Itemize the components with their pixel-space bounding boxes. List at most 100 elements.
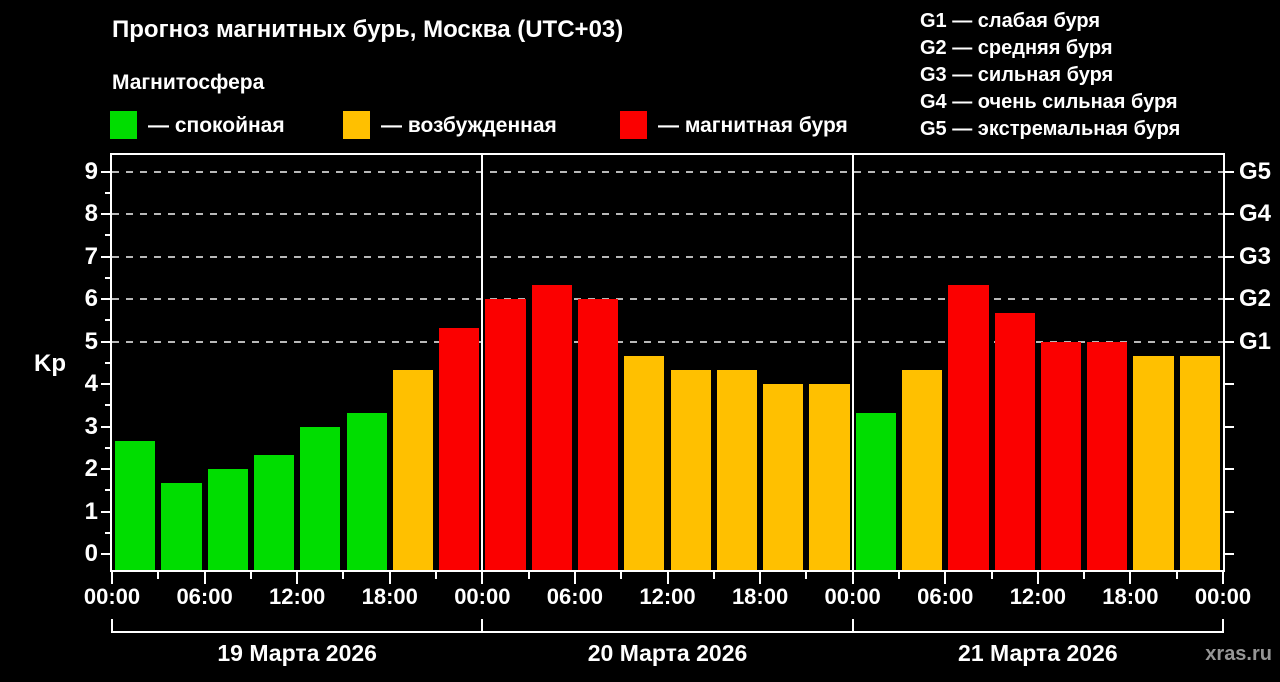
grid-line bbox=[112, 255, 1223, 258]
y-tick-label: 2 bbox=[84, 455, 98, 482]
g-legend-item: G4 — очень сильная буря bbox=[920, 91, 1178, 113]
day-bracket-tick bbox=[1222, 619, 1224, 633]
grid-line bbox=[112, 213, 1223, 215]
x-tick-label: 00:00 bbox=[83, 584, 141, 609]
y-axis-tick bbox=[101, 298, 110, 300]
kp-bar bbox=[716, 370, 758, 570]
y-axis-tick bbox=[101, 468, 110, 470]
x-tick-label: 00:00 bbox=[824, 584, 881, 609]
y-axis-right-tick bbox=[1225, 298, 1234, 300]
x-axis-tick bbox=[573, 572, 576, 584]
y-axis-minor-tick bbox=[105, 531, 110, 534]
kp-bar bbox=[1179, 355, 1220, 570]
x-axis-tick bbox=[759, 572, 762, 584]
y-axis-right-tick bbox=[1225, 425, 1234, 428]
x-axis-minor-tick bbox=[805, 572, 808, 579]
x-axis-minor-tick bbox=[1083, 572, 1086, 579]
y-axis-tick bbox=[101, 170, 110, 173]
y-axis-right-tick bbox=[1225, 170, 1234, 173]
g-axis-label: G4 bbox=[1239, 200, 1272, 227]
y-tick-label: 3 bbox=[84, 412, 98, 440]
kp-bar bbox=[161, 483, 202, 570]
x-axis-tick bbox=[481, 572, 484, 584]
y-axis-minor-tick bbox=[105, 234, 110, 237]
g-legend-item: G1 — слабая буря bbox=[920, 10, 1101, 32]
x-axis-tick bbox=[203, 572, 206, 584]
y-axis-right-tick bbox=[1225, 383, 1234, 385]
legend-label-unsettled: — возбужденная bbox=[381, 114, 557, 137]
kp-bar bbox=[485, 299, 526, 570]
kp-bar bbox=[809, 384, 850, 570]
x-tick-label: 12:00 bbox=[269, 584, 326, 609]
kp-bar bbox=[763, 384, 804, 570]
legend-swatch-storm bbox=[620, 111, 647, 139]
y-axis-tick bbox=[101, 383, 110, 385]
kp-bar bbox=[994, 313, 1035, 570]
kp-bar bbox=[439, 327, 480, 570]
kp-bar bbox=[948, 285, 989, 570]
x-axis-minor-tick bbox=[620, 572, 623, 579]
y-axis-tick bbox=[101, 340, 110, 343]
g-axis-label: G2 bbox=[1239, 285, 1272, 312]
g-axis-label: G1 bbox=[1239, 327, 1272, 355]
day-bracket-tick bbox=[111, 619, 113, 633]
y-tick-label: 4 bbox=[84, 370, 98, 397]
legend-label-storm: — магнитная буря bbox=[658, 114, 848, 137]
date-label: 21 Марта 2026 bbox=[958, 640, 1118, 666]
kp-bar bbox=[346, 412, 387, 570]
y-axis-right-tick bbox=[1225, 468, 1234, 470]
y-axis-minor-tick bbox=[105, 319, 110, 322]
x-tick-label: 06:00 bbox=[917, 584, 974, 609]
g-legend-item: G2 — средняя буря bbox=[920, 37, 1113, 59]
magnetosphere-label: Магнитосфера bbox=[112, 71, 265, 94]
x-axis-minor-tick bbox=[435, 572, 438, 579]
y-axis-right-tick bbox=[1225, 553, 1234, 555]
kp-bar bbox=[207, 469, 248, 570]
y-axis-minor-tick bbox=[105, 191, 110, 194]
x-axis-minor-tick bbox=[157, 572, 160, 579]
x-axis-tick bbox=[944, 572, 947, 584]
x-axis-minor-tick bbox=[990, 572, 993, 579]
day-separator bbox=[481, 155, 484, 570]
y-axis-right-tick bbox=[1225, 340, 1234, 343]
day-bracket-tick bbox=[481, 619, 484, 633]
day-separator bbox=[851, 155, 854, 570]
y-tick-label: 8 bbox=[84, 200, 98, 227]
x-tick-label: 12:00 bbox=[1009, 584, 1066, 609]
x-axis-tick bbox=[296, 572, 299, 584]
x-axis-tick bbox=[1222, 572, 1224, 584]
x-axis-tick bbox=[1036, 572, 1039, 584]
kp-bar bbox=[392, 370, 434, 570]
x-tick-label: 06:00 bbox=[176, 584, 233, 609]
legend-swatch-quiet bbox=[110, 111, 137, 139]
date-label: 20 Марта 2026 bbox=[587, 640, 748, 666]
y-axis-tick bbox=[101, 213, 110, 215]
kp-bar bbox=[624, 355, 665, 570]
kp-bar bbox=[577, 299, 619, 570]
legend-swatch-unsettled bbox=[343, 111, 370, 139]
kp-bar bbox=[300, 426, 341, 570]
g-axis-label: G5 bbox=[1239, 157, 1272, 185]
x-tick-label: 18:00 bbox=[731, 584, 789, 609]
kp-bar bbox=[115, 440, 156, 570]
kp-bar bbox=[531, 285, 572, 570]
chart-plot-area bbox=[110, 153, 1225, 572]
x-tick-label: 12:00 bbox=[639, 584, 696, 609]
y-axis-minor-tick bbox=[105, 446, 110, 449]
y-tick-label: 0 bbox=[84, 540, 98, 567]
x-axis-minor-tick bbox=[897, 572, 900, 579]
x-axis-tick bbox=[666, 572, 669, 584]
y-axis-right-tick bbox=[1225, 255, 1234, 258]
x-tick-label: 06:00 bbox=[546, 584, 604, 609]
x-axis-minor-tick bbox=[1175, 572, 1178, 579]
y-tick-label: 5 bbox=[84, 327, 98, 355]
g-legend-item: G3 — сильная буря bbox=[920, 64, 1114, 86]
y-axis-tick bbox=[101, 553, 110, 555]
date-label: 19 Марта 2026 bbox=[217, 640, 377, 666]
x-tick-label: 18:00 bbox=[361, 584, 418, 609]
kp-bar bbox=[902, 370, 943, 570]
g-axis-label: G3 bbox=[1239, 242, 1272, 270]
g-legend-item: G5 — экстремальная буря bbox=[920, 118, 1181, 140]
y-tick-label: 7 bbox=[84, 242, 98, 270]
